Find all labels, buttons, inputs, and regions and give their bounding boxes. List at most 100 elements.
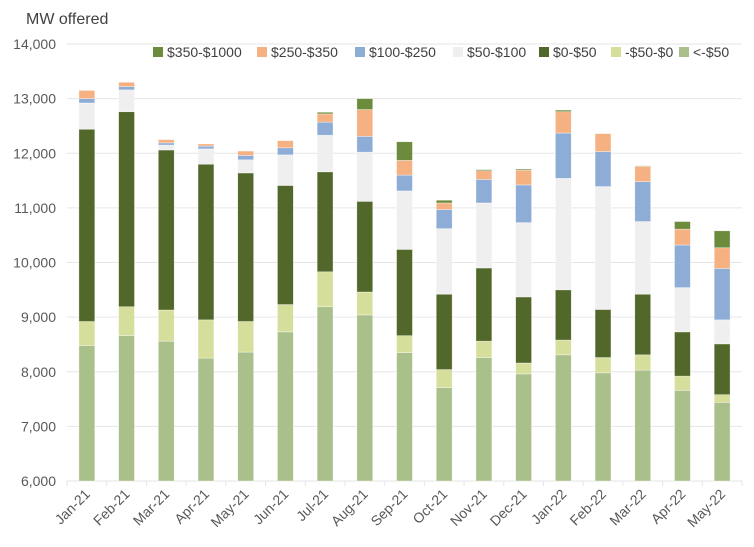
- y-tick-label: 13,000: [13, 91, 56, 107]
- bar-segment: [118, 86, 135, 91]
- bar-segment: [158, 309, 175, 342]
- x-tick-label: Nov-21: [447, 486, 490, 529]
- bar-segment: [158, 340, 175, 482]
- bar-segment: [674, 228, 691, 246]
- bar-segment: [78, 345, 96, 482]
- bar-segment: [316, 111, 334, 115]
- bar-segment: [316, 134, 334, 173]
- x-tick-label: Jan-22: [528, 486, 570, 528]
- bar-segment: [396, 174, 413, 192]
- bar-segment: [78, 128, 96, 322]
- bar-segment: [158, 144, 175, 151]
- bar-segment: [515, 168, 532, 171]
- x-tick-label: Feb-22: [566, 486, 609, 529]
- legend-label: <-$50: [693, 44, 729, 60]
- bar-segment: [435, 387, 453, 482]
- bar-segment: [237, 172, 254, 322]
- bar-segment: [713, 268, 731, 321]
- legend-item: $100-$250: [355, 44, 436, 60]
- bar-segment: [713, 343, 731, 395]
- y-axis-ticks: 6,000 7,000 8,000 9,000 10,000 11,000 12,000 13…: [13, 36, 56, 489]
- bar-segment: [277, 154, 294, 186]
- bar-segment: [435, 199, 453, 204]
- bar-segment: [435, 369, 453, 388]
- legend-swatch: [539, 47, 549, 57]
- bar-segment: [316, 271, 334, 308]
- bar-segment: [594, 309, 612, 358]
- legend-item: <-$50: [679, 44, 729, 60]
- x-tick-label: Mar-22: [606, 486, 649, 529]
- y-tick-label: 11,000: [14, 200, 56, 216]
- bar-segment: [237, 159, 254, 174]
- bar-segment: [118, 306, 135, 336]
- bar-segment: [594, 372, 612, 482]
- bar-segment: [237, 150, 254, 156]
- legend-swatch: [611, 47, 621, 57]
- bar-segment: [674, 390, 691, 482]
- bar-segment: [634, 165, 651, 167]
- y-tick-label: 12,000: [13, 145, 56, 161]
- bar-segment: [435, 228, 453, 295]
- legend-item: $250-$350: [257, 44, 338, 60]
- x-tick-label: May-21: [207, 486, 251, 530]
- bar-segment: [197, 319, 215, 359]
- y-tick-label: 6,000: [21, 473, 56, 489]
- x-tick-label: Mar-21: [130, 486, 173, 529]
- bar-segment: [316, 306, 334, 482]
- bar-segment: [634, 354, 651, 371]
- bar-segment: [713, 230, 731, 249]
- legend-label: -$50-$0: [625, 44, 673, 60]
- y-axis-title: MW offered: [26, 11, 108, 28]
- bar-segment: [237, 321, 254, 353]
- x-tick-label: Apr-21: [171, 486, 212, 527]
- bar-segment: [237, 351, 254, 482]
- bar-segment: [396, 335, 413, 353]
- bar-segment: [674, 221, 691, 230]
- legend-swatch: [679, 47, 689, 57]
- bar-segment: [78, 102, 96, 130]
- bar-segment: [197, 148, 215, 165]
- bar-segment: [475, 202, 493, 269]
- bar-segment: [475, 170, 493, 180]
- x-tick-label: Feb-21: [90, 486, 133, 529]
- bar-segment: [118, 335, 135, 482]
- bar-segment: [316, 121, 334, 136]
- legend-item: $0-$50: [539, 44, 597, 60]
- bar-segment: [674, 287, 691, 333]
- legend-item: -$50-$0: [611, 44, 673, 60]
- bar-segment: [158, 142, 175, 146]
- bar-segment: [118, 111, 135, 308]
- bar-segment: [555, 289, 572, 341]
- bar-segment: [435, 293, 453, 370]
- bar-segment: [237, 155, 254, 161]
- bar-segment: [475, 169, 493, 172]
- bar-segment: [515, 169, 532, 186]
- bar-segment: [396, 249, 413, 336]
- bar-segment: [515, 184, 532, 223]
- bar-segment: [555, 339, 572, 356]
- bar-segment: [634, 181, 651, 222]
- y-tick-label: 10,000: [13, 255, 56, 271]
- bar-segment: [634, 166, 651, 182]
- bar-segment: [555, 111, 572, 134]
- x-tick-label: May-22: [684, 486, 728, 530]
- bar-segment: [78, 90, 96, 99]
- bar-segment: [277, 304, 294, 333]
- bar-segment: [78, 98, 96, 104]
- bar-segment: [594, 133, 612, 152]
- bar-segment: [197, 163, 215, 321]
- bar-segment: [356, 291, 374, 316]
- bar-segment: [356, 314, 374, 482]
- bar-segment: [356, 136, 374, 153]
- legend-label: $0-$50: [553, 44, 597, 60]
- bar-segment: [555, 109, 572, 113]
- y-tick-label: 14,000: [13, 36, 56, 52]
- y-tick-label: 8,000: [21, 364, 56, 380]
- bar-segment: [555, 178, 572, 291]
- bar-segment: [674, 331, 691, 377]
- bar-segment: [158, 139, 175, 144]
- bar-segment: [713, 394, 731, 403]
- bar-segment: [435, 209, 453, 229]
- x-tick-label: Aug-21: [328, 486, 371, 529]
- x-tick-label: Jun-21: [250, 486, 292, 528]
